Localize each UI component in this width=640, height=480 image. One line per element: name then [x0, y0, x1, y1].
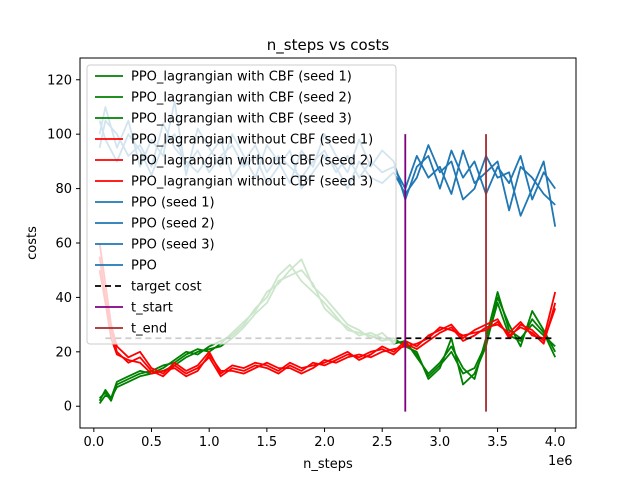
- legend-label: PPO_lagrangian with CBF (seed 1): [131, 70, 352, 85]
- legend-label: PPO (seed 1): [131, 196, 215, 211]
- legend-box: [86, 64, 397, 345]
- legend-label: t_start: [131, 301, 173, 316]
- x-tick-label: 3.5: [487, 435, 508, 450]
- y-tick-label: 20: [55, 345, 72, 360]
- y-tick-label: 80: [55, 182, 72, 197]
- x-tick-label: 4.0: [545, 435, 566, 450]
- y-tick-label: 0: [64, 400, 72, 415]
- chart-title: n_steps vs costs: [267, 36, 390, 55]
- legend-label: target cost: [131, 280, 202, 295]
- x-axis-title: n_steps: [303, 457, 353, 472]
- x-tick-label: 0.0: [83, 435, 104, 450]
- y-tick-label: 40: [55, 291, 72, 306]
- legend-label: PPO: [131, 259, 157, 274]
- legend-label: PPO_lagrangian without CBF (seed 3): [131, 175, 373, 190]
- x-tick-label: 3.0: [430, 435, 451, 450]
- y-tick-label: 120: [47, 73, 72, 88]
- x-axis-ticks: 0.0 0.5 1.0 1.5 2.0 2.5 3.0 3.5 4.0: [83, 428, 566, 450]
- x-tick-label: 1.5: [257, 435, 278, 450]
- legend-entries: PPO_lagrangian with CBF (seed 1) PPO_lagr…: [95, 70, 373, 337]
- legend-label: PPO (seed 3): [131, 238, 215, 253]
- x-tick-label: 1.0: [199, 435, 220, 450]
- series-line-6: [98, 270, 557, 378]
- x-axis-offset-label: 1e6: [548, 454, 573, 469]
- y-tick-label: 60: [55, 237, 72, 252]
- vline-layer: [404, 134, 487, 412]
- legend-label: t_end: [131, 322, 167, 337]
- legend-label: PPO_lagrangian without CBF (seed 1): [131, 133, 373, 148]
- y-tick-label: 100: [47, 128, 72, 143]
- legend-label: PPO_lagrangian without CBF (seed 2): [131, 154, 373, 169]
- y-axis-title: costs: [25, 226, 40, 260]
- x-tick-label: 0.5: [141, 435, 162, 450]
- legend-label: PPO (seed 2): [131, 217, 215, 232]
- legend: PPO_lagrangian with CBF (seed 1) PPO_lagr…: [86, 64, 397, 345]
- y-axis-ticks: 0 20 40 60 80 100 120: [47, 73, 80, 415]
- x-tick-label: 2.5: [372, 435, 393, 450]
- legend-label: PPO_lagrangian with CBF (seed 2): [131, 91, 352, 106]
- x-tick-label: 2.0: [314, 435, 335, 450]
- legend-label: PPO_lagrangian with CBF (seed 3): [131, 112, 352, 127]
